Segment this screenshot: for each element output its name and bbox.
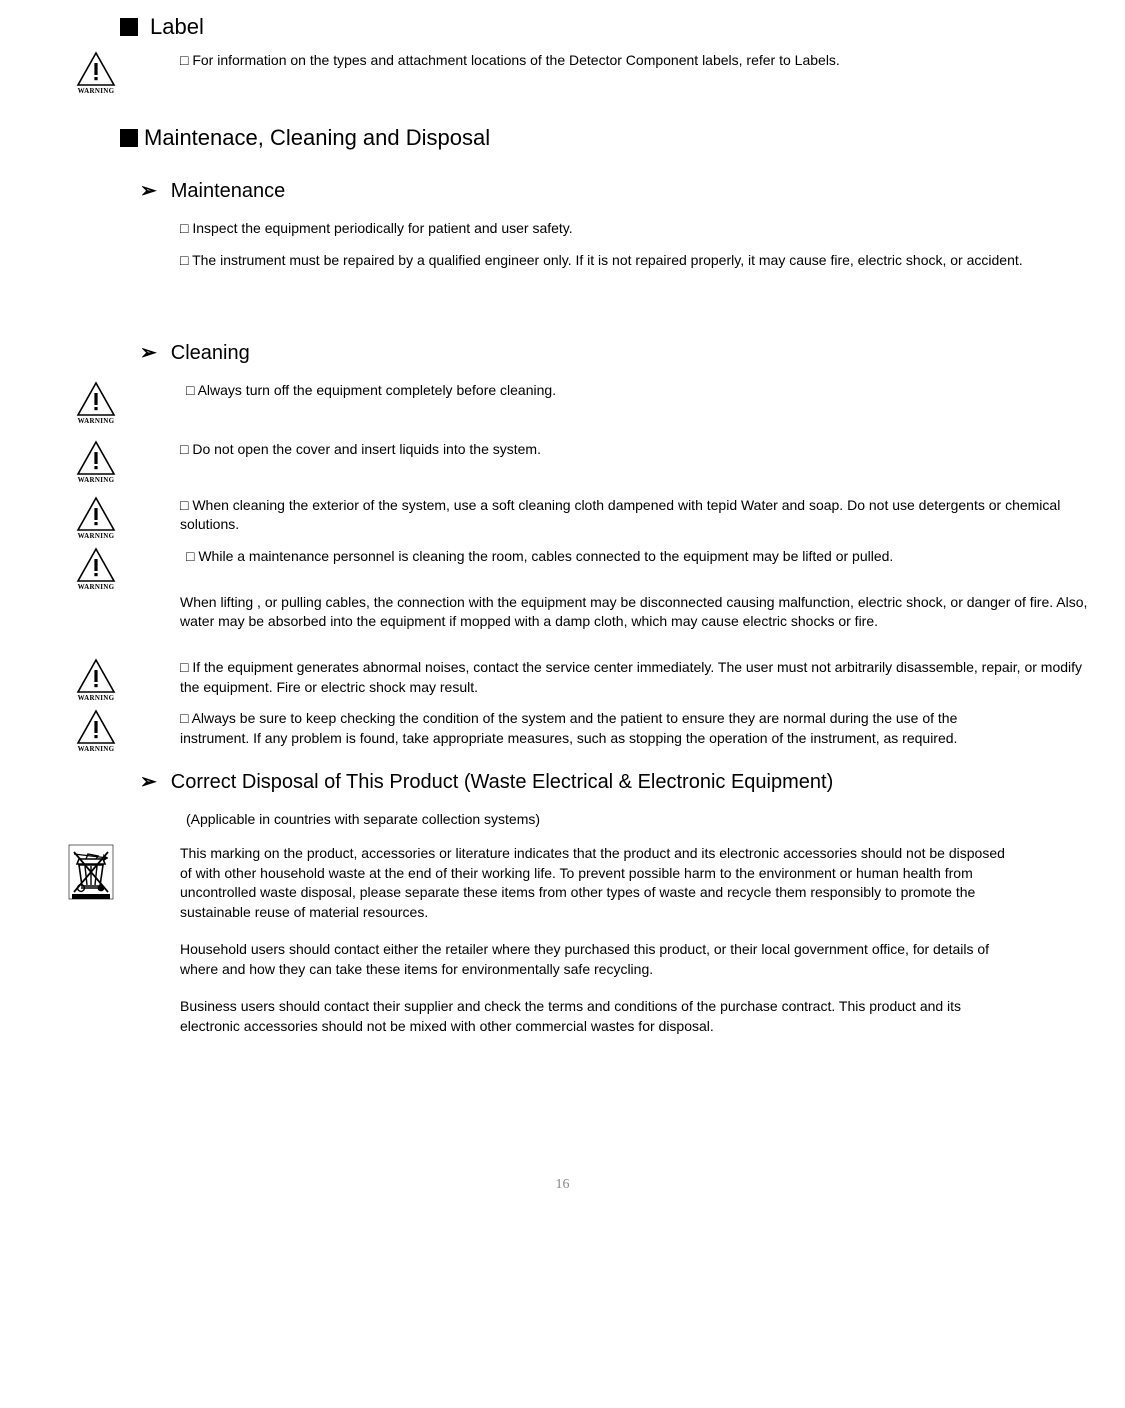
warning-icon: WARNING (68, 381, 124, 427)
disposal-note: (Applicable in countries with separate c… (186, 810, 1097, 830)
chevron-right-icon: ➢ (140, 339, 157, 367)
disposal-para-1: This marking on the product, accessories… (180, 844, 1020, 922)
warning-label: WARNING (78, 694, 115, 704)
label-text: □ For information on the types and attac… (180, 51, 1097, 71)
warning-icon: WARNING (68, 658, 124, 704)
subheading-maintenance-text: Maintenance (171, 177, 286, 205)
maint-item-2: □ The instrument must be repaired by a q… (180, 251, 1097, 271)
clean-item-6: □ Always be sure to keep checking the co… (180, 709, 1020, 748)
clean-item-2: □ Do not open the cover and insert liqui… (180, 440, 1097, 460)
page-number: 16 (20, 1175, 1105, 1195)
row-disposal-1: This marking on the product, accessories… (20, 844, 1105, 1055)
subheading-cleaning: ➢ Cleaning (140, 339, 1105, 367)
weee-icon (68, 844, 116, 910)
warning-label: WARNING (78, 417, 115, 427)
warning-icon: WARNING (68, 709, 124, 755)
heading-maint-text: Maintenace, Cleaning and Disposal (144, 123, 490, 154)
subheading-disposal: ➢ Correct Disposal of This Product (Wast… (140, 768, 1105, 796)
square-bullet-icon (120, 18, 138, 36)
maint-item-1: □ Inspect the equipment periodically for… (180, 219, 1097, 239)
subheading-cleaning-text: Cleaning (171, 339, 250, 367)
warning-icon: WARNING (68, 440, 124, 486)
disposal-para-2: Household users should contact either th… (180, 940, 1020, 979)
warning-label: WARNING (78, 745, 115, 755)
chevron-right-icon: ➢ (140, 768, 157, 796)
row-clean-2: WARNING □ Do not open the cover and inse… (20, 440, 1105, 496)
clean-item-3: □ When cleaning the exterior of the syst… (180, 496, 1097, 535)
warning-label: WARNING (78, 87, 115, 97)
warning-label: WARNING (78, 476, 115, 486)
row-clean-4b: When lifting , or pulling cables, the co… (20, 593, 1105, 658)
row-clean-4: WARNING □ While a maintenance personnel … (20, 547, 1105, 593)
clean-item-5: □ If the equipment generates abnormal no… (180, 658, 1097, 697)
page-content: Label WARNING □ For information on the t… (20, 0, 1105, 1234)
warning-icon: WARNING (68, 496, 124, 542)
heading-maint: Maintenace, Cleaning and Disposal (120, 123, 1105, 154)
heading-label-text: Label (150, 12, 204, 43)
row-label-info: WARNING □ For information on the types a… (20, 51, 1105, 97)
clean-item-1: □ Always turn off the equipment complete… (186, 381, 1097, 401)
warning-label: WARNING (78, 583, 115, 593)
clean-item-4: □ While a maintenance personnel is clean… (186, 547, 1097, 567)
warning-label: WARNING (78, 532, 115, 542)
subheading-disposal-text: Correct Disposal of This Product (Waste … (171, 768, 833, 796)
square-bullet-icon (120, 129, 138, 147)
heading-label: Label (120, 12, 1105, 43)
disposal-para-3: Business users should contact their supp… (180, 997, 1020, 1036)
row-clean-5: WARNING □ If the equipment generates abn… (20, 658, 1105, 709)
subheading-maintenance: ➢ Maintenance (140, 177, 1105, 205)
clean-item-4b: When lifting , or pulling cables, the co… (180, 593, 1097, 632)
row-clean-6: WARNING □ Always be sure to keep checkin… (20, 709, 1105, 760)
warning-icon: WARNING (68, 547, 124, 593)
row-maint-1: □ Inspect the equipment periodically for… (20, 219, 1105, 288)
chevron-right-icon: ➢ (140, 177, 157, 205)
row-clean-3: WARNING □ When cleaning the exterior of … (20, 496, 1105, 547)
row-clean-1: WARNING □ Always turn off the equipment … (20, 381, 1105, 441)
warning-icon: WARNING (68, 51, 124, 97)
row-disposal-note: (Applicable in countries with separate c… (20, 810, 1105, 844)
